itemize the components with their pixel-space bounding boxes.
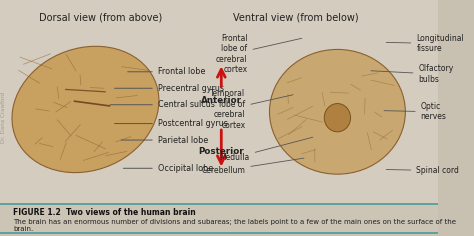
Text: Frontal lobe: Frontal lobe (128, 67, 205, 76)
Text: Frontal
lobe of
cerebral
cortex: Frontal lobe of cerebral cortex (216, 34, 302, 74)
Text: FIGURE 1.2  Two views of the human brain: FIGURE 1.2 Two views of the human brain (13, 208, 196, 217)
Text: Temporal
lobe of
cerebral
cortex: Temporal lobe of cerebral cortex (210, 89, 293, 130)
Text: The brain has an enormous number of divisions and subareas; the labels point to : The brain has an enormous number of divi… (13, 219, 456, 232)
Text: Parietal lobe: Parietal lobe (121, 135, 208, 144)
Ellipse shape (12, 46, 159, 173)
Text: Longitudinal
fissure: Longitudinal fissure (386, 34, 464, 53)
Text: Olfactory
bulbs: Olfactory bulbs (371, 64, 454, 84)
FancyBboxPatch shape (0, 0, 438, 205)
Text: Anterior: Anterior (201, 96, 242, 105)
Ellipse shape (270, 49, 405, 174)
Text: Dorsal view (from above): Dorsal view (from above) (39, 13, 163, 23)
Text: Ventral view (from below): Ventral view (from below) (233, 13, 359, 23)
Text: Postcentral gyrus: Postcentral gyrus (115, 119, 228, 128)
Text: Optic
nerves: Optic nerves (384, 102, 447, 122)
Ellipse shape (324, 104, 351, 132)
Text: Occipital lobe: Occipital lobe (123, 164, 213, 173)
FancyBboxPatch shape (0, 204, 438, 235)
Text: Medulla: Medulla (219, 137, 313, 162)
Text: Central sulcus: Central sulcus (110, 100, 215, 109)
Text: Precentral gyrus: Precentral gyrus (115, 84, 224, 93)
Text: Cerebellum: Cerebellum (201, 158, 304, 175)
Text: Posterior: Posterior (199, 147, 244, 156)
Text: Dr. Dana Crawford: Dr. Dana Crawford (1, 92, 6, 143)
Text: Spinal cord: Spinal cord (386, 166, 459, 175)
